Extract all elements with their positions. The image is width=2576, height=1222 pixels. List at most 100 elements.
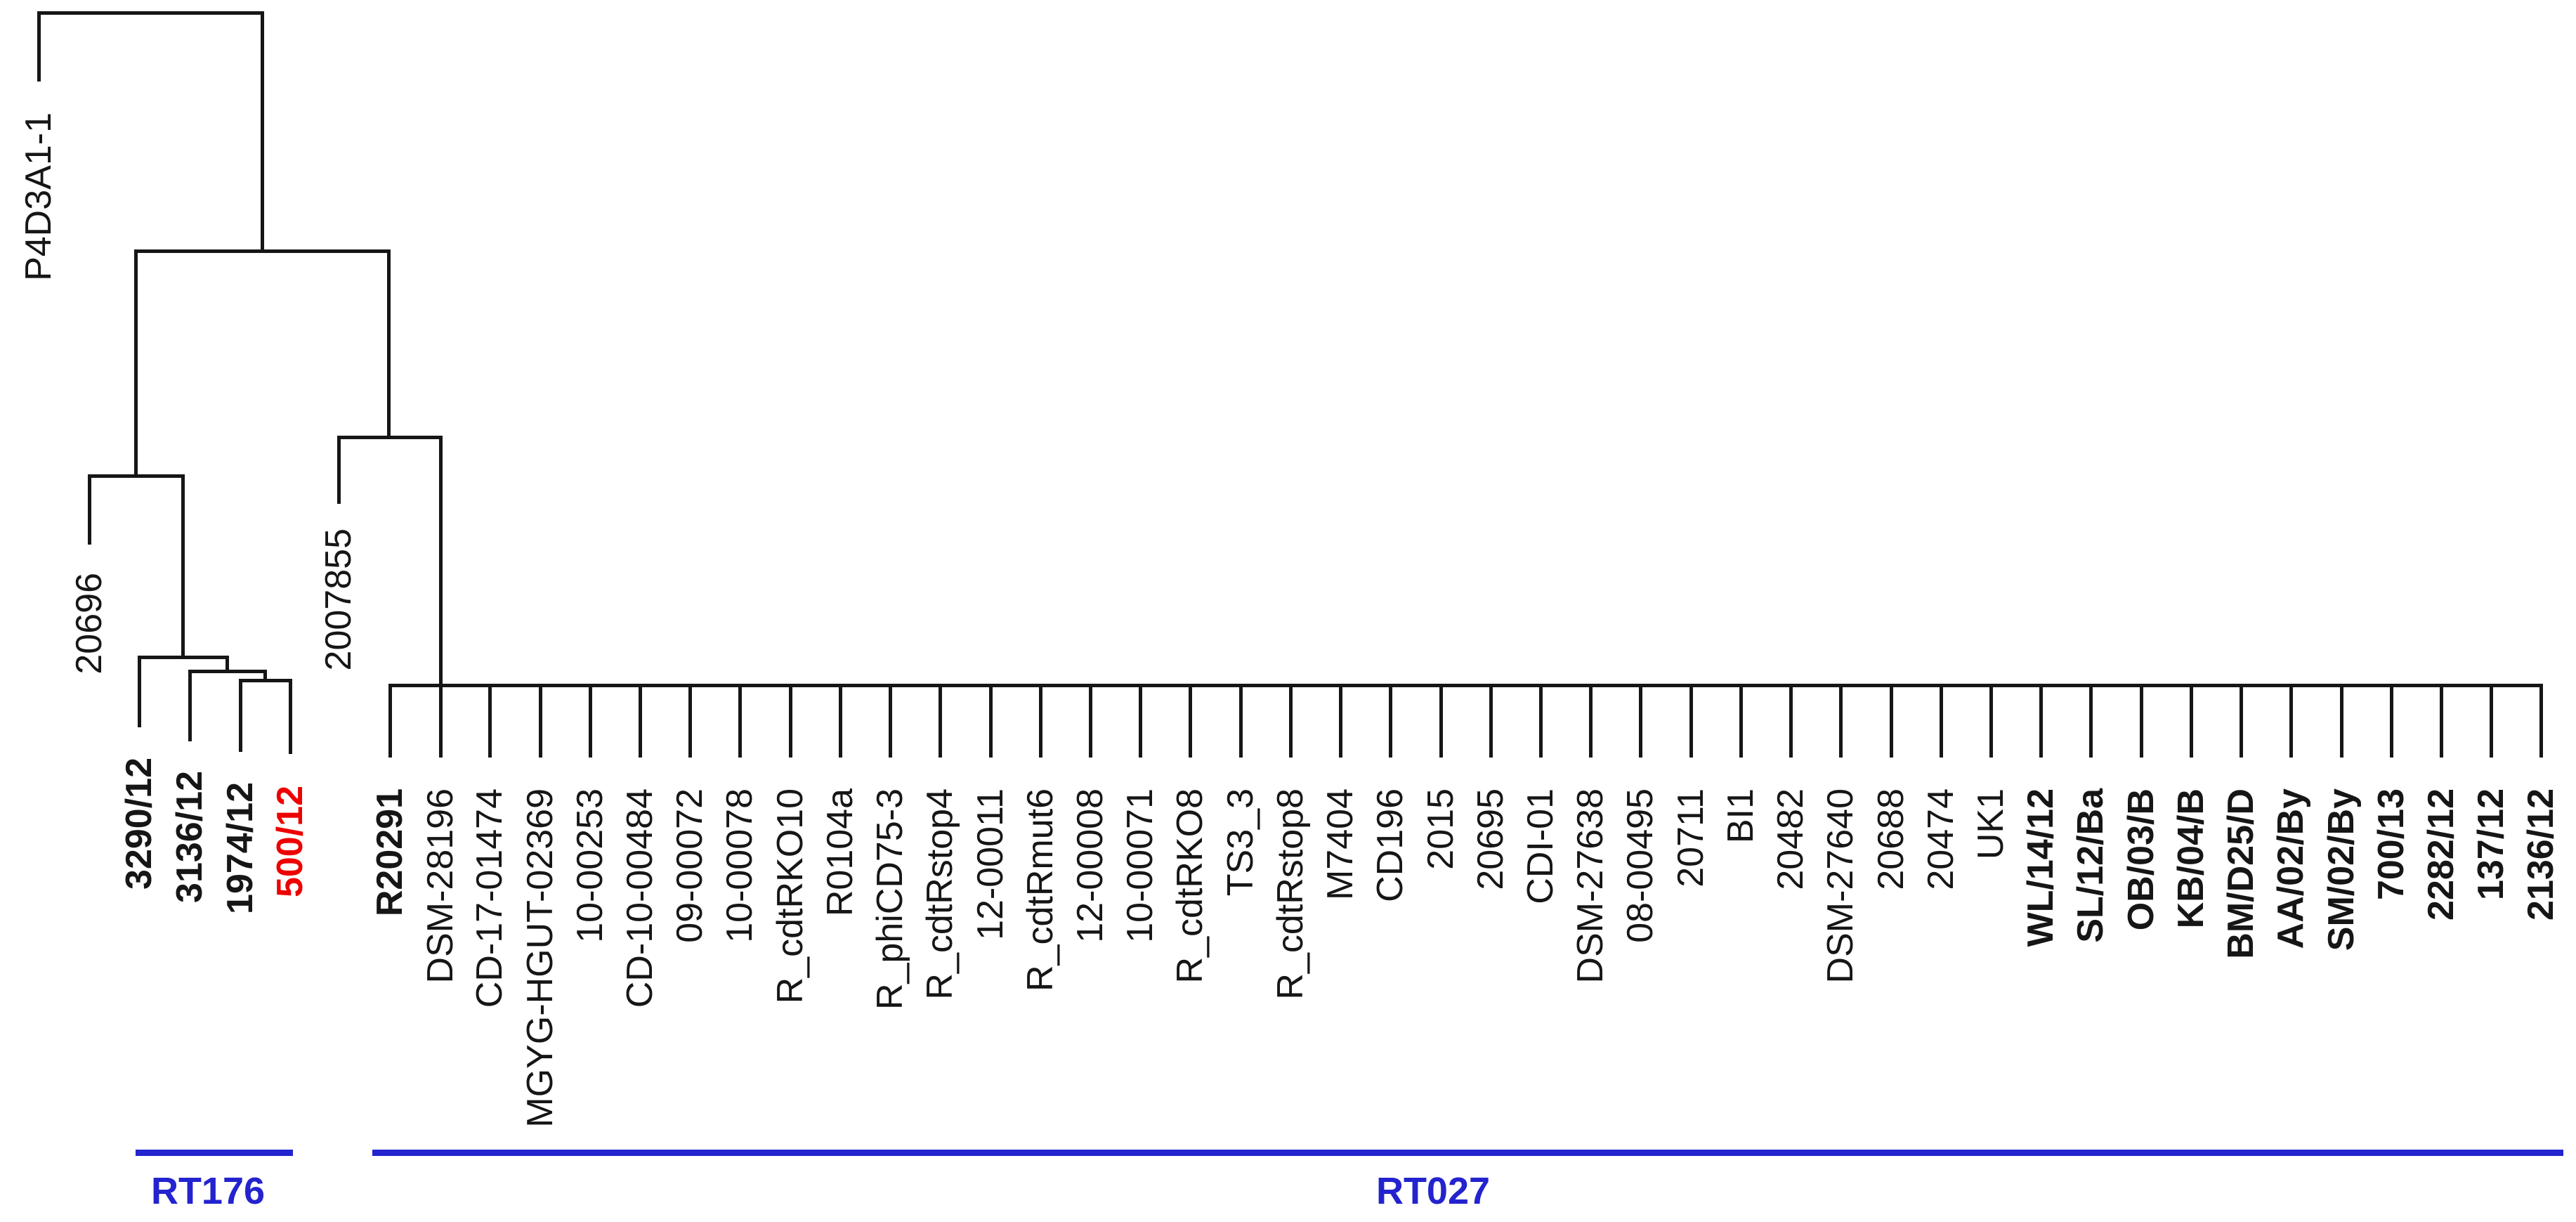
leaf-label: BM/D25/D <box>2221 788 2261 959</box>
leaf-label: SM/02/By <box>2321 788 2362 951</box>
leaf-branch <box>2039 683 2043 758</box>
leaf-label: R0104a <box>820 788 861 917</box>
tree-branch <box>225 655 229 673</box>
leaf-label: M7404 <box>1320 788 1361 900</box>
leaf-label: 12-00008 <box>1070 788 1111 943</box>
leaf-branch <box>2489 683 2493 758</box>
leaf-branch <box>1989 683 1993 758</box>
leaf-branch <box>1038 683 1042 758</box>
leaf-label: R_cdtRstop8 <box>1270 788 1311 1000</box>
leaf-branch <box>1238 683 1243 758</box>
tree-branch <box>388 683 2543 687</box>
leaf-branch <box>336 435 341 504</box>
leaf-label: UK1 <box>1970 788 2011 860</box>
leaf-label: 12-00011 <box>970 788 1011 940</box>
leaf-label: 10-00078 <box>719 788 760 943</box>
leaf-label: R_phiCD75-3 <box>870 788 910 1010</box>
leaf-branch <box>388 683 392 758</box>
leaf-branch <box>2088 683 2093 758</box>
leaf-branch <box>938 683 942 758</box>
leaf-branch <box>438 683 443 758</box>
leaf-label: 09-00072 <box>669 788 710 943</box>
leaf-label: OB/03/B <box>2121 788 2162 931</box>
group-bar-rt176 <box>136 1150 293 1156</box>
leaf-branch <box>688 683 692 758</box>
leaf-branch <box>2339 683 2343 758</box>
leaf-branch <box>838 683 842 758</box>
leaf-branch <box>1939 683 1943 758</box>
leaf-branch <box>638 683 642 758</box>
leaf-label: 20695 <box>1470 788 1511 890</box>
tree-branch <box>133 249 138 478</box>
leaf-label: 20688 <box>1871 788 1911 890</box>
leaf-branch <box>1288 683 1293 758</box>
tree-branch <box>386 249 391 439</box>
leaf-label: 500/12 <box>270 786 310 898</box>
leaf-branch <box>1088 683 1092 758</box>
leaf-label: 2282/12 <box>2421 788 2461 921</box>
tree-branch <box>137 655 229 659</box>
leaf-branch <box>1588 683 1593 758</box>
leaf-branch <box>1338 683 1342 758</box>
leaf-label: MGYG-HGUT-02369 <box>520 788 561 1128</box>
leaf-label: KB/04/B <box>2171 788 2211 929</box>
leaf-label: R_cdtRstop4 <box>920 788 960 1000</box>
tree-branch <box>263 669 267 682</box>
leaf-branch <box>1689 683 1693 758</box>
leaf-label: 137/12 <box>2471 788 2511 901</box>
leaf-label: 700/13 <box>2371 788 2412 901</box>
leaf-label: 10-00253 <box>570 788 610 943</box>
leaf-branch <box>1439 683 1443 758</box>
leaf-label: R_cdtRmut6 <box>1020 788 1061 992</box>
leaf-branch <box>1489 683 1493 758</box>
leaf-branch <box>788 683 792 758</box>
leaf-branch <box>2539 683 2543 758</box>
leaf-branch <box>137 655 141 727</box>
leaf-label: CD196 <box>1370 788 1411 902</box>
tree-branch <box>188 669 267 673</box>
leaf-branch <box>87 474 91 545</box>
leaf-branch <box>1739 683 1743 758</box>
leaf-branch <box>1889 683 1893 758</box>
leaf-branch <box>1188 683 1192 758</box>
tree-branch <box>238 678 292 682</box>
leaf-branch <box>1789 683 1793 758</box>
leaf-branch <box>538 683 542 758</box>
leaf-branch <box>588 683 592 758</box>
leaf-branch <box>2139 683 2143 758</box>
leaf-label: 1974/12 <box>220 782 261 914</box>
leaf-branch <box>37 11 41 82</box>
leaf-label: 20696 <box>69 573 110 675</box>
leaf-branch <box>188 669 192 741</box>
leaf-label: CDI-01 <box>1520 788 1561 904</box>
group-label-rt027: RT027 <box>1375 1170 1491 1212</box>
leaf-label: WL/14/12 <box>2020 788 2061 947</box>
leaf-label: 3290/12 <box>119 758 159 890</box>
leaf-branch <box>1838 683 1843 758</box>
leaf-label: 3136/12 <box>169 771 210 903</box>
leaf-label: CD-17-01474 <box>469 788 510 1008</box>
leaf-label: 2136/12 <box>2521 788 2561 921</box>
leaf-label: TS3_3 <box>1220 788 1261 897</box>
leaf-branch <box>1538 683 1543 758</box>
leaf-label: DSM-28196 <box>420 788 461 984</box>
leaf-label: AA/02/By <box>2270 788 2311 949</box>
leaf-branch <box>2239 683 2243 758</box>
leaf-label: P4D3A1-1 <box>18 112 59 281</box>
leaf-branch <box>2389 683 2393 758</box>
leaf-label: R20291 <box>370 788 410 917</box>
leaf-branch <box>1638 683 1642 758</box>
leaf-label: 20474 <box>1921 788 1961 890</box>
leaf-label: 10-00071 <box>1120 788 1160 943</box>
leaf-branch <box>488 683 492 758</box>
leaf-label: 08-00495 <box>1620 788 1661 943</box>
leaf-branch <box>2439 683 2443 758</box>
leaf-branch <box>238 678 242 752</box>
leaf-branch <box>2189 683 2193 758</box>
leaf-label: BI1 <box>1720 788 1761 844</box>
leaf-label: 20711 <box>1671 788 1711 888</box>
tree-branch <box>37 11 264 15</box>
leaf-label: CD-10-00484 <box>620 788 660 1008</box>
tree-branch <box>133 249 391 253</box>
